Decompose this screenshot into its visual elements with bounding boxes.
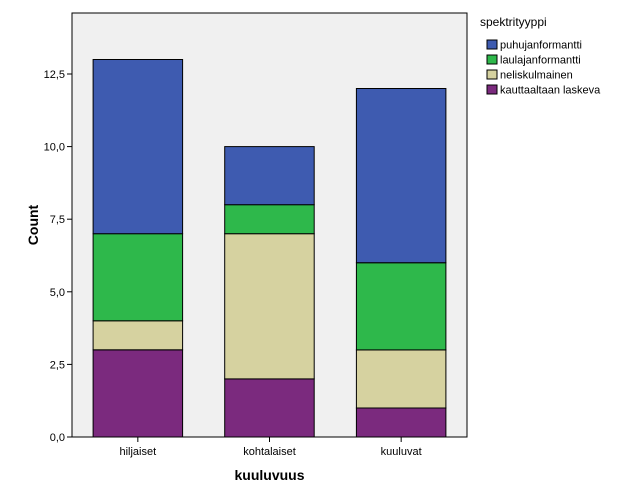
legend-swatch	[486, 54, 498, 65]
legend-title: spektrityyppi	[480, 15, 547, 29]
y-axis-title: Count	[25, 204, 41, 245]
bar-segment	[355, 349, 447, 409]
bar-segment	[355, 88, 447, 264]
legend-label: neliskulmainen	[500, 70, 573, 82]
bar-segment	[224, 204, 315, 235]
bar-segment	[92, 59, 184, 235]
y-tick-label: 10,0	[44, 142, 65, 154]
y-tick-label: 5,0	[50, 287, 65, 299]
bar-segment	[92, 349, 184, 438]
bar-segment	[224, 146, 315, 206]
y-tick-label: 12,5	[44, 69, 65, 81]
x-axis-title: kuuluvuus	[234, 467, 304, 483]
legend-label: laulajanformantti	[500, 55, 581, 67]
bar-segment	[224, 233, 315, 380]
legend-swatch	[486, 39, 498, 50]
bar-segment	[92, 233, 184, 322]
x-tick-label: hiljaiset	[119, 446, 156, 458]
legend-swatch	[486, 84, 498, 95]
legend-label: puhujanformantti	[500, 40, 582, 52]
bar-segment	[224, 378, 315, 438]
x-tick-label: kohtalaiset	[243, 446, 296, 458]
bar-segment	[355, 407, 447, 438]
y-tick-label: 2,5	[50, 359, 65, 371]
legend-label: kauttaaltaan laskeva	[500, 85, 601, 97]
y-axis: 0,0 2,5 5,0 7,5 10,0 12,5	[44, 69, 72, 444]
x-tick-label: kuuluvat	[381, 446, 422, 458]
x-axis: hiljaiset kohtalaiset kuuluvat	[119, 437, 422, 458]
legend: puhujanformantti laulajanformantti nelisku…	[486, 39, 601, 97]
bar-segment	[355, 262, 447, 351]
bar-segment	[92, 320, 184, 351]
y-tick-label: 7,5	[50, 214, 65, 226]
bar-group	[92, 59, 447, 438]
y-tick-label: 0,0	[50, 432, 65, 444]
legend-swatch	[486, 69, 498, 80]
